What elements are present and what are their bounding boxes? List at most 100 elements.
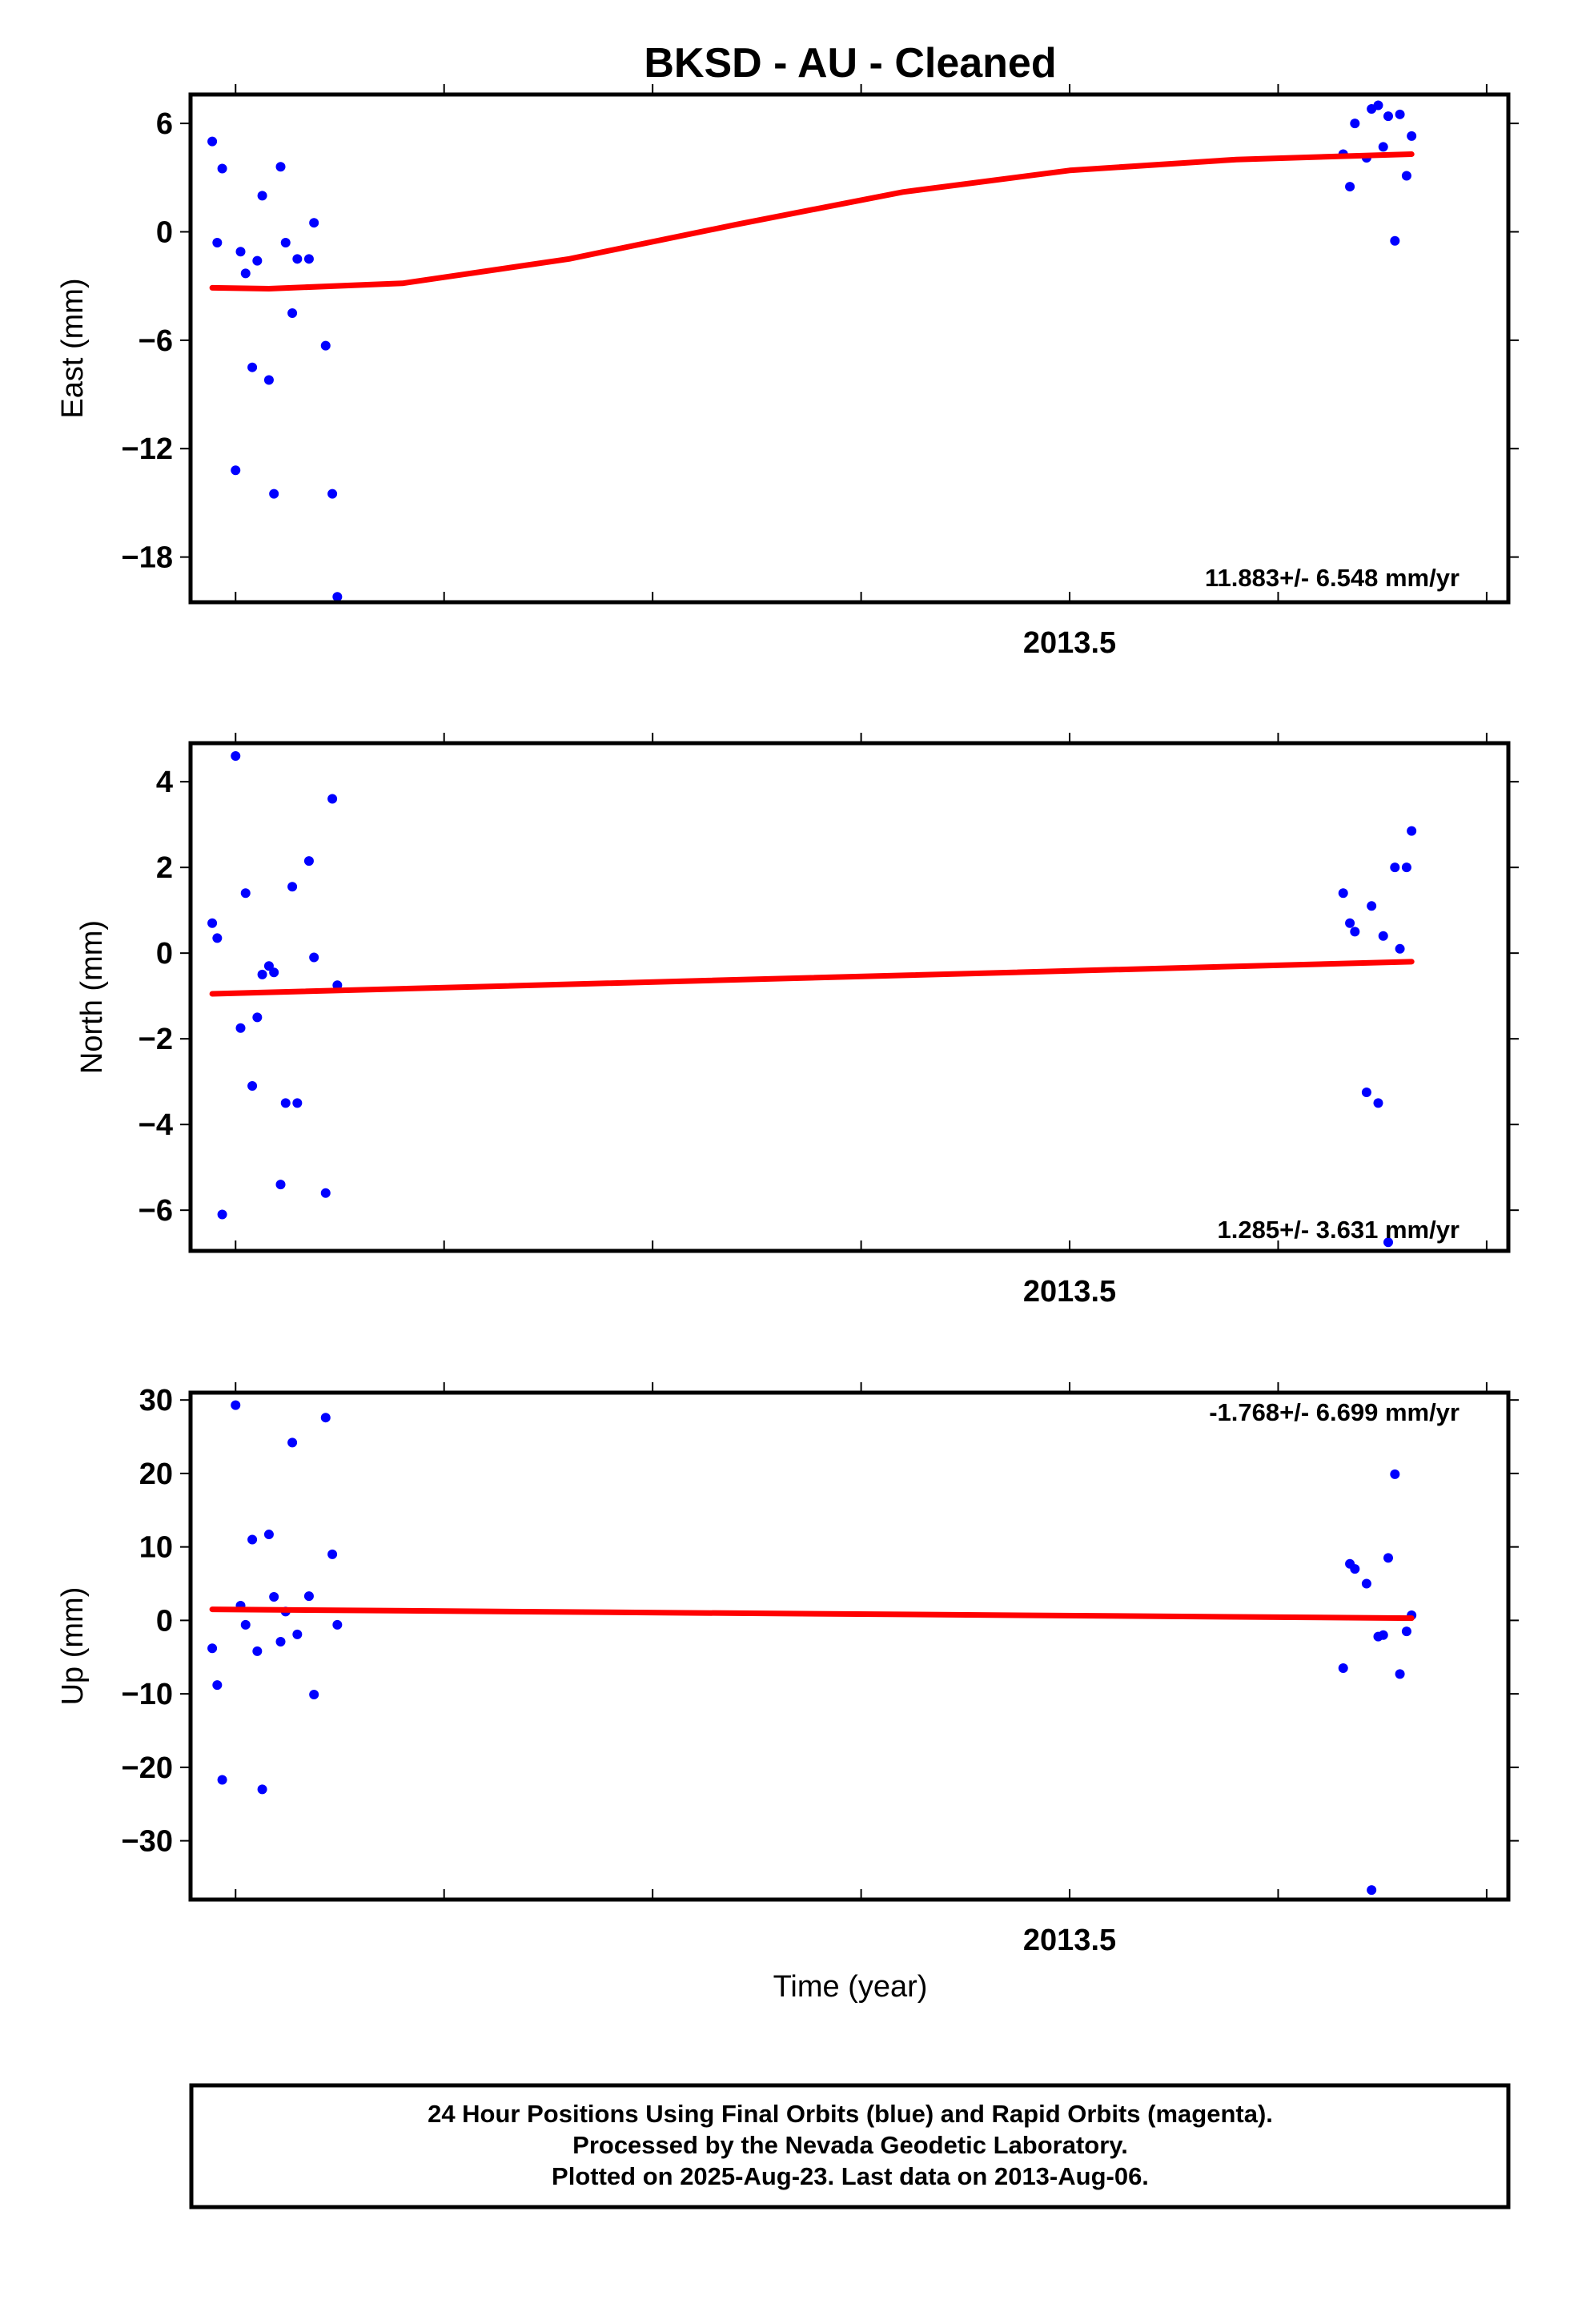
data-point bbox=[287, 882, 298, 892]
data-point bbox=[1390, 235, 1400, 246]
data-point bbox=[1383, 111, 1393, 122]
y-tick-label: 0 bbox=[156, 215, 173, 249]
data-point bbox=[257, 1784, 267, 1795]
data-point bbox=[1390, 862, 1400, 873]
data-point bbox=[1378, 142, 1388, 152]
data-point bbox=[332, 1619, 343, 1630]
y-tick-label: 0 bbox=[156, 1604, 173, 1638]
fit-line bbox=[209, 1606, 1415, 1622]
y-tick-label: 30 bbox=[139, 1384, 173, 1417]
y-axis-label: North (mm) bbox=[75, 920, 109, 1074]
x-tick-label: 2013.5 bbox=[1023, 626, 1116, 660]
data-point bbox=[292, 1629, 303, 1639]
data-point bbox=[240, 1619, 251, 1630]
rate-label: 11.883+/- 6.548 mm/yr bbox=[1205, 564, 1460, 592]
data-point bbox=[287, 1437, 298, 1448]
data-point bbox=[231, 751, 241, 762]
data-point bbox=[240, 268, 251, 279]
plot-frame bbox=[188, 741, 1511, 1253]
y-tick-label: −2 bbox=[139, 1023, 173, 1056]
rate-label: 1.285+/- 3.631 mm/yr bbox=[1218, 1216, 1460, 1244]
data-point bbox=[1350, 119, 1360, 129]
data-point bbox=[257, 969, 267, 979]
data-point bbox=[217, 1209, 227, 1220]
footer-line-1: 24 Hour Positions Using Final Orbits (bl… bbox=[428, 2100, 1273, 2128]
footer-line-3: Plotted on 2025-Aug-23. Last data on 201… bbox=[552, 2162, 1149, 2190]
data-point bbox=[309, 1690, 319, 1700]
data-point bbox=[217, 163, 227, 174]
data-point bbox=[247, 362, 258, 372]
y-tick-label: −10 bbox=[122, 1678, 173, 1711]
data-point bbox=[1373, 1098, 1383, 1108]
data-point bbox=[207, 918, 218, 928]
y-axis-label: East (mm) bbox=[56, 278, 90, 418]
data-point bbox=[327, 1549, 338, 1559]
data-point bbox=[320, 1413, 331, 1423]
data-point bbox=[1361, 1578, 1371, 1589]
data-point bbox=[1401, 1626, 1411, 1637]
fit-line bbox=[209, 151, 1415, 292]
y-tick-label: −20 bbox=[122, 1751, 173, 1785]
data-point bbox=[252, 1012, 263, 1023]
data-point bbox=[252, 1646, 263, 1656]
data-point bbox=[1395, 109, 1405, 119]
footer-box bbox=[189, 2083, 1511, 2209]
data-point bbox=[292, 1098, 303, 1108]
x-axis-label: Time (year) bbox=[773, 1970, 928, 2004]
data-point bbox=[1350, 1564, 1360, 1574]
data-point bbox=[212, 1680, 223, 1691]
data-point bbox=[252, 255, 263, 266]
data-point bbox=[1345, 918, 1355, 928]
y-tick-label: −4 bbox=[139, 1108, 173, 1142]
data-point bbox=[269, 967, 279, 978]
data-point bbox=[247, 1081, 258, 1092]
data-point bbox=[320, 340, 331, 351]
data-point bbox=[1378, 1630, 1388, 1640]
data-point bbox=[212, 238, 223, 248]
data-point bbox=[1395, 1669, 1405, 1679]
rate-label: -1.768+/- 6.699 mm/yr bbox=[1209, 1398, 1460, 1426]
data-point bbox=[207, 1643, 218, 1654]
data-point bbox=[303, 856, 314, 866]
data-point bbox=[1361, 1088, 1371, 1098]
data-point bbox=[1345, 182, 1355, 192]
data-point bbox=[309, 952, 319, 963]
data-point bbox=[327, 794, 338, 804]
y-axis-label: Up (mm) bbox=[56, 1587, 90, 1706]
data-point bbox=[1338, 888, 1348, 899]
data-point bbox=[1383, 1553, 1393, 1563]
y-tick-label: −30 bbox=[122, 1825, 173, 1859]
east-panel: 2013.5 6 0 −6 −12 −18 East (mm) 11.883+/- 6.548… bbox=[56, 84, 1519, 660]
data-point bbox=[275, 162, 286, 172]
y-tick-label: 4 bbox=[156, 766, 173, 799]
data-point bbox=[275, 1636, 286, 1647]
data-point bbox=[1407, 826, 1417, 836]
chart-title: BKSD - AU - Cleaned bbox=[644, 40, 1056, 86]
data-point bbox=[280, 238, 291, 248]
data-point bbox=[263, 375, 274, 385]
data-point bbox=[1367, 901, 1377, 911]
data-point bbox=[287, 308, 298, 319]
y-tick-label: −18 bbox=[122, 541, 173, 575]
data-point bbox=[275, 1180, 286, 1190]
data-point bbox=[231, 465, 241, 476]
data-point bbox=[269, 1592, 279, 1602]
data-point bbox=[1338, 1663, 1348, 1674]
plot-frame bbox=[188, 92, 1511, 605]
data-point bbox=[309, 218, 319, 228]
data-point bbox=[217, 1775, 227, 1785]
data-point bbox=[240, 888, 251, 899]
data-point bbox=[1401, 862, 1411, 873]
y-tick-label: 0 bbox=[156, 937, 173, 971]
data-point bbox=[1378, 931, 1388, 941]
y-tick-label: 6 bbox=[156, 107, 173, 141]
data-point bbox=[1395, 943, 1405, 954]
data-point bbox=[212, 933, 223, 943]
x-tick-label: 2013.5 bbox=[1023, 1275, 1116, 1309]
data-point bbox=[231, 1400, 241, 1410]
data-point bbox=[1373, 100, 1383, 111]
up-panel: 2013.5 30 20 10 0 −10 −20 −30 Up (mm) -1.768+/- 6… bbox=[56, 1382, 1519, 1957]
data-point bbox=[263, 1530, 274, 1540]
data-point bbox=[303, 254, 314, 264]
data-point bbox=[332, 592, 343, 602]
